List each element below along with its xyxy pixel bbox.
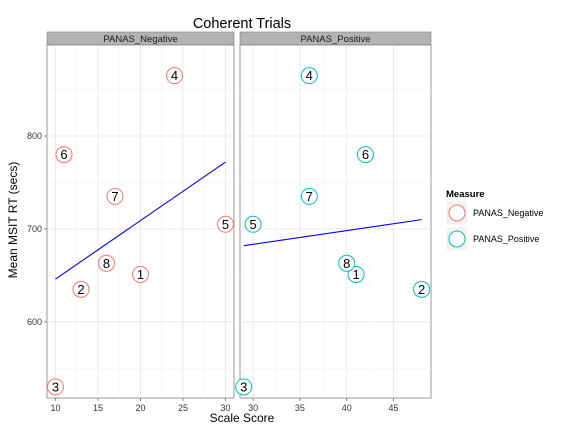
legend-marker	[448, 204, 466, 222]
point-label: 5	[222, 217, 229, 232]
point-label: 8	[343, 256, 350, 271]
point-label: 7	[111, 189, 118, 204]
data-point: 1	[132, 265, 149, 283]
x-tick-label: 30	[248, 403, 258, 413]
point-marker	[72, 280, 90, 298]
y-tick-label: 800	[27, 131, 42, 141]
data-point: 8	[338, 254, 356, 272]
data-point: 4	[300, 67, 318, 85]
point-label: 4	[306, 68, 313, 83]
data-point: 2	[72, 280, 90, 298]
point-label: 8	[103, 256, 110, 271]
data-point: 5	[244, 215, 262, 233]
point-marker	[300, 67, 318, 85]
point-marker	[347, 265, 365, 283]
point-marker	[356, 146, 374, 164]
panel-background	[239, 44, 432, 399]
x-tick-label: 25	[178, 403, 188, 413]
data-point: 8	[98, 254, 115, 272]
regression-line	[55, 161, 226, 280]
point-label: 6	[362, 147, 369, 162]
data-point: 4	[166, 67, 183, 85]
point-marker	[413, 280, 431, 298]
legend-label: PANAS_Positive	[473, 234, 539, 244]
point-marker	[244, 215, 262, 233]
x-tick-label: 10	[50, 403, 60, 413]
legend: Measure PANAS_Negative PANAS_Positive	[445, 189, 543, 252]
point-marker	[217, 215, 234, 233]
strip-label: PANAS_Negative	[103, 34, 177, 45]
y-axis: 600 700 800	[27, 131, 47, 327]
point-marker	[235, 378, 253, 396]
y-tick-label: 600	[27, 317, 42, 327]
data-point: 1	[347, 265, 365, 283]
strip-label: PANAS_Positive	[300, 34, 370, 45]
point-marker	[338, 254, 356, 272]
regression-line	[243, 219, 422, 247]
point-marker	[300, 187, 318, 205]
legend-marker	[448, 230, 466, 248]
point-label: 4	[171, 68, 178, 83]
point-label: 3	[52, 379, 59, 394]
point-label: 1	[352, 267, 359, 282]
point-marker	[132, 265, 149, 283]
data-point: 3	[235, 378, 253, 396]
x-tick-label: 35	[295, 403, 305, 413]
legend-label: PANAS_Negative	[473, 208, 543, 218]
x-tick-label: 40	[342, 403, 352, 413]
legend-title: Measure	[446, 189, 485, 200]
point-label: 2	[77, 282, 84, 297]
data-point: 7	[106, 187, 124, 205]
x-tick-label: 20	[135, 403, 145, 413]
data-point: 5	[217, 215, 234, 233]
point-label: 6	[60, 147, 67, 162]
data-point: 6	[356, 146, 374, 164]
point-label: 1	[137, 267, 144, 282]
legend-entry: PANAS_Positive	[445, 226, 539, 252]
point-marker	[98, 254, 115, 272]
point-marker	[47, 378, 64, 396]
x-tick-label: 45	[389, 403, 399, 413]
point-label: 2	[418, 282, 425, 297]
y-tick-label: 700	[27, 224, 42, 234]
chart-title: Coherent Trials	[193, 16, 291, 32]
x-tick-label: 30	[220, 403, 230, 413]
point-marker	[166, 67, 183, 85]
point-label: 3	[240, 379, 247, 394]
panel-panas-negative: PANAS_Negative 10 15 20 25 30 1 2 3 4 5 6 7 8	[46, 31, 235, 413]
x-axis-title: Scale Score	[210, 411, 275, 425]
data-point: 3	[47, 378, 64, 396]
data-point: 7	[300, 187, 318, 205]
data-point: 6	[55, 146, 73, 164]
point-marker	[55, 146, 73, 164]
x-tick-label: 15	[93, 403, 103, 413]
point-label: 7	[306, 189, 313, 204]
y-axis-title: Mean MSIT RT (secs)	[6, 162, 20, 279]
legend-entry: PANAS_Negative	[445, 200, 543, 226]
point-label: 5	[249, 217, 256, 232]
point-marker	[106, 187, 124, 205]
data-point: 2	[413, 280, 431, 298]
